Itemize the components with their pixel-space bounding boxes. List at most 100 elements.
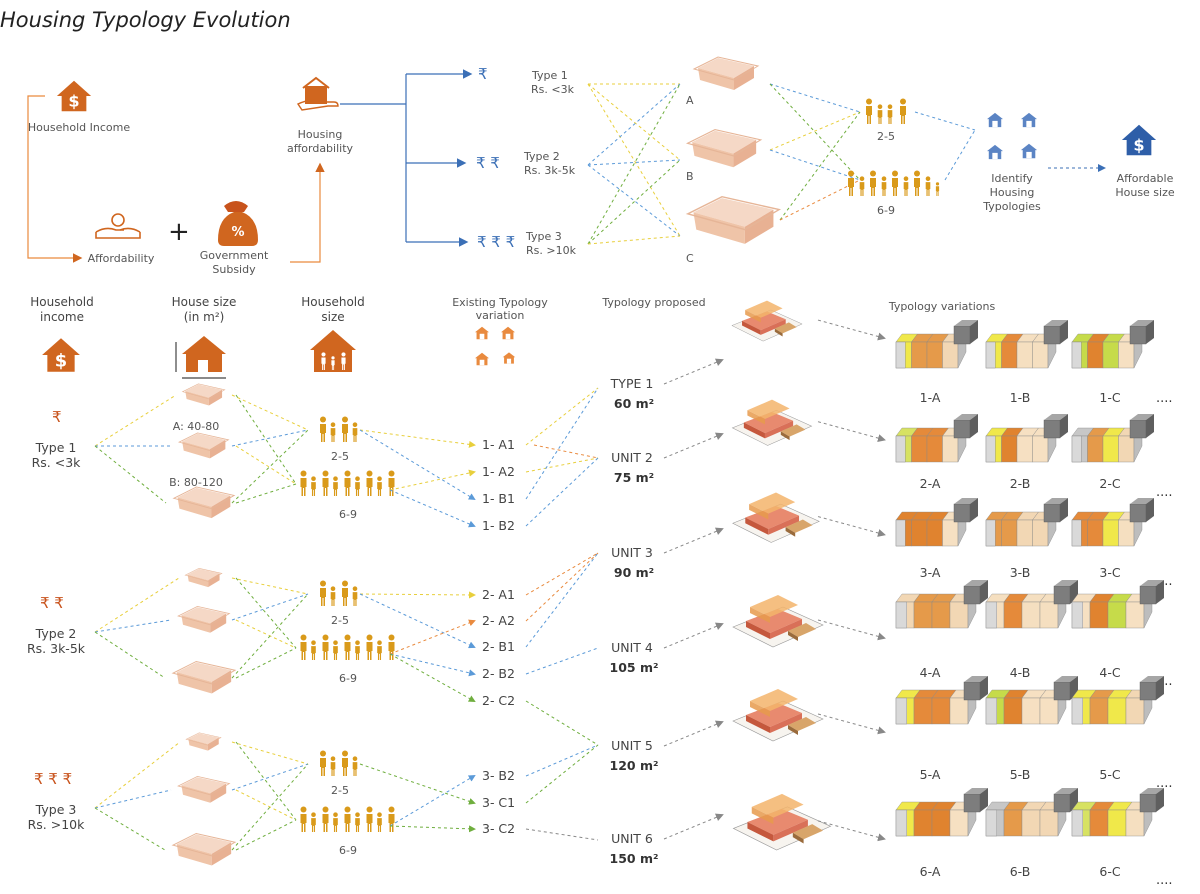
variation-wall-cell	[1125, 809, 1145, 837]
household-size-label: 2-5	[331, 614, 349, 627]
variation-label: 1-C	[1099, 390, 1120, 405]
house-to-family-link	[231, 593, 309, 679]
variation-wall-cell	[1021, 601, 1041, 629]
lower-section: ₹ Type 1Rs. <3k ₹ ₹ Type 2Rs. 3k-5k ₹ ₹ ₹ Typ…	[27, 300, 1173, 888]
variation-stair-block	[1053, 585, 1071, 605]
types-to-houses-links	[587, 83, 681, 245]
income-to-house-link	[94, 445, 167, 504]
variation-wall-cell	[931, 809, 951, 837]
existing-typology-code: 1- B1	[482, 491, 515, 506]
variation-label: 6-A	[920, 864, 941, 879]
more-variations-ellipsis: ....	[1156, 776, 1173, 791]
variation-grey-wall	[1071, 809, 1084, 837]
variation-stair-side	[1060, 498, 1068, 522]
variation-wall-cell	[926, 435, 943, 463]
more-variations-ellipsis: ....	[1156, 873, 1173, 888]
variation-block	[1071, 676, 1164, 725]
variation-grey-wall	[985, 601, 998, 629]
person-icon	[377, 476, 382, 496]
variation-wall-cell	[926, 519, 943, 547]
family-icon	[320, 416, 358, 442]
variation-wall-cell	[942, 519, 959, 547]
variation-wall-cell	[942, 341, 959, 369]
existing-typology-code: 1- B2	[482, 518, 515, 533]
person-icon	[333, 476, 338, 496]
family-to-code-link	[389, 489, 476, 528]
lower-type-3-range: Rs. >10k	[28, 817, 86, 832]
family-to-code-link	[359, 591, 476, 599]
unit-area: 105 m²	[610, 660, 659, 675]
variation-block	[895, 414, 978, 463]
variation-wall-cell	[1118, 341, 1135, 369]
person-icon	[322, 470, 329, 496]
variation-stair-block	[1043, 419, 1061, 439]
variation-wall-cell	[1016, 341, 1033, 369]
existing-typology-code: 2- B1	[482, 639, 515, 654]
variation-label: 2-B	[1010, 476, 1031, 491]
variation-grey-wall	[895, 601, 908, 629]
houses-to-family-links	[769, 83, 861, 221]
subsidy-connector	[290, 162, 325, 263]
header-house-size: House size (in m²)	[172, 295, 237, 324]
house-illustration	[177, 775, 230, 804]
variation-label: 3-C	[1099, 565, 1120, 580]
variation-label: 1-A	[920, 390, 941, 405]
variation-stair-side	[980, 580, 988, 604]
house-size-b-label: B: 80-120	[169, 476, 223, 489]
variation-label: 6-C	[1099, 864, 1120, 879]
variation-block	[1071, 580, 1164, 629]
unit-area: 120 m²	[610, 758, 659, 773]
variation-wall-cell	[1001, 341, 1018, 369]
family-to-identify-links	[914, 111, 976, 181]
variation-label: 3-B	[1010, 565, 1031, 580]
existing-typology-code: 2- A1	[482, 587, 515, 602]
person-icon	[377, 812, 382, 832]
type-2-name: Type 2	[523, 150, 560, 163]
unit-axonometric	[732, 594, 824, 648]
axo-to-variation-link	[817, 619, 886, 641]
variation-wall-cell	[1032, 435, 1049, 463]
person-icon	[320, 750, 326, 776]
house-illustration	[177, 605, 230, 634]
variation-wall-cell	[1001, 519, 1018, 547]
rupee-type-2: ₹ ₹	[476, 154, 500, 172]
person-icon	[352, 422, 358, 442]
rupee-type-3: ₹ ₹ ₹	[477, 233, 515, 251]
variation-wall-cell	[1087, 435, 1104, 463]
header-household-income: Household income	[30, 295, 94, 324]
variation-stair-block	[953, 419, 971, 439]
existing-typology-code: 3- B2	[482, 768, 515, 783]
person-icon	[355, 476, 360, 496]
variation-label: 2-C	[1099, 476, 1120, 491]
variation-wall-cell	[931, 697, 951, 725]
type-3-range: Rs. >10k	[526, 244, 577, 257]
house-to-family-link	[231, 741, 309, 765]
axo-to-variation-link	[817, 820, 886, 842]
rupee-type-1: ₹	[52, 408, 62, 426]
variation-grey-wall	[985, 435, 996, 463]
variation-stair-block	[1053, 681, 1071, 701]
unit-area: 90 m²	[614, 565, 654, 580]
variation-wall-cell	[1003, 601, 1023, 629]
house-illustration	[172, 660, 236, 695]
person-icon	[344, 470, 351, 496]
family-to-code-link	[389, 825, 476, 833]
top-section: Household Income Affordability + % Gover…	[27, 56, 1175, 276]
unit-axonometric	[732, 793, 832, 851]
existing-typology-code: 3- C1	[482, 795, 515, 810]
code-to-unit-link	[525, 387, 599, 500]
unit-name: UNIT 6	[611, 831, 653, 846]
household-income-label: Household Income	[28, 121, 130, 134]
unit-axonometric	[731, 300, 803, 342]
family-to-code-link	[389, 653, 476, 677]
svg-text:%: %	[231, 225, 244, 240]
variation-stair-block	[1129, 419, 1147, 439]
house-illustration	[185, 732, 222, 751]
variation-stair-side	[1156, 580, 1164, 604]
variation-wall-cell	[1032, 519, 1049, 547]
variation-wall-cell	[1087, 341, 1104, 369]
house-illustration	[178, 432, 229, 459]
variation-wall-cell	[1125, 601, 1145, 629]
person-icon	[366, 806, 373, 832]
